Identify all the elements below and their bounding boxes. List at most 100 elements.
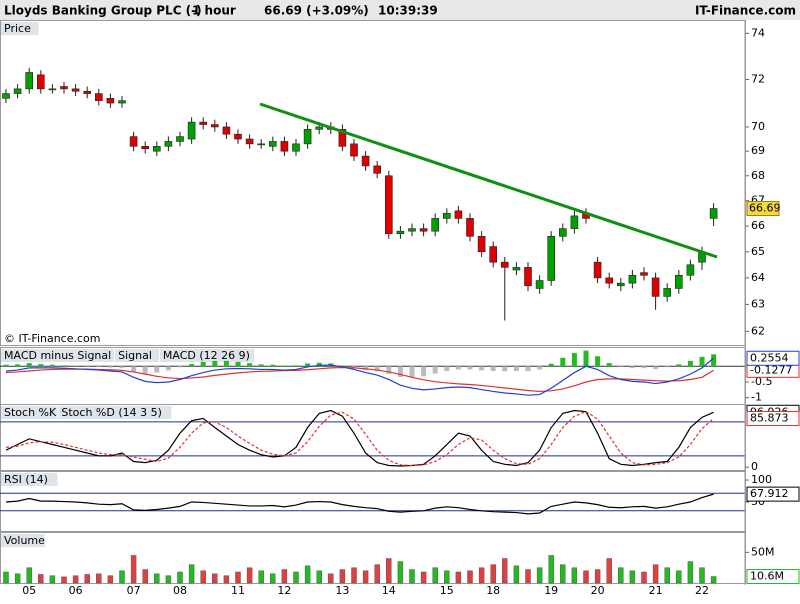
y-tick-label: 63 xyxy=(751,297,765,310)
histogram-bar xyxy=(502,366,507,371)
x-tick-label: 21 xyxy=(649,584,663,597)
candle-body xyxy=(26,72,33,88)
volume-bar xyxy=(595,570,600,583)
histogram-bar xyxy=(62,365,67,366)
histogram-bar xyxy=(444,366,449,371)
volume-bar xyxy=(108,576,113,583)
x-tick-label: 12 xyxy=(277,584,291,597)
last-price-label: 66.69 xyxy=(749,202,781,215)
candle-body xyxy=(617,283,624,286)
candle-body xyxy=(594,262,601,278)
candle-body xyxy=(211,125,218,127)
candle-body xyxy=(420,229,427,232)
candle-body xyxy=(304,129,311,144)
x-tick-label: 06 xyxy=(69,584,83,597)
candle-body xyxy=(606,278,613,283)
legend-label: MACD (12 26 9) xyxy=(163,349,250,362)
legend-label: MACD minus Signal xyxy=(4,349,111,362)
candle-body xyxy=(3,94,10,99)
histogram-bar xyxy=(38,364,43,366)
x-tick-label: 20 xyxy=(591,584,605,597)
candle-body xyxy=(351,144,358,156)
histogram-bar xyxy=(572,353,577,366)
volume-bar xyxy=(236,572,241,583)
volume-bar xyxy=(352,568,357,583)
volume-bar xyxy=(711,577,716,583)
histogram-bar xyxy=(607,363,612,366)
candle-body xyxy=(629,275,636,283)
x-tick-label: 11 xyxy=(231,584,245,597)
volume-bar xyxy=(259,571,264,583)
legend-label: Stoch %D (14 3 5) xyxy=(61,406,162,419)
x-tick-label: 13 xyxy=(335,584,349,597)
volume-bar xyxy=(224,576,229,583)
candle-body xyxy=(119,101,126,103)
quote: 66.69 (+3.09%) xyxy=(264,4,369,18)
candle-body xyxy=(84,91,91,93)
y-tick-label: 70 xyxy=(751,120,765,133)
volume-bar xyxy=(270,574,275,583)
volume-bar xyxy=(549,555,554,583)
candle-body xyxy=(710,209,717,219)
x-tick-label: 05 xyxy=(22,584,36,597)
volume-bar xyxy=(618,568,623,583)
histogram-bar xyxy=(526,366,531,371)
last-value-label: 10.6M xyxy=(750,570,784,583)
candle-body xyxy=(142,146,149,148)
candle-body xyxy=(165,141,172,146)
volume-bar xyxy=(514,566,519,583)
candle-body xyxy=(269,141,276,146)
histogram-bar xyxy=(15,364,20,366)
volume-bar xyxy=(294,572,299,583)
volume-bar xyxy=(700,568,705,583)
candle-body xyxy=(652,278,659,297)
histogram-bar xyxy=(468,366,473,369)
histogram-bar xyxy=(676,364,681,366)
candle-body xyxy=(188,122,195,139)
histogram-bar xyxy=(560,358,565,366)
volume-bar xyxy=(363,571,368,583)
volume-bar xyxy=(96,574,101,583)
panel xyxy=(1,472,746,532)
volume-bar xyxy=(62,577,67,583)
histogram-bar xyxy=(584,351,589,367)
panel xyxy=(1,21,746,346)
instrument-title: Lloyds Banking Group PLC (-) xyxy=(4,4,202,18)
histogram-bar xyxy=(166,366,171,370)
candle-body xyxy=(525,267,532,285)
volume-bar xyxy=(502,559,507,584)
histogram-bar xyxy=(653,366,658,369)
volume-bar xyxy=(375,565,380,583)
volume-bar xyxy=(201,571,206,583)
candle-body xyxy=(258,144,265,145)
candle-body xyxy=(490,247,497,263)
histogram-bar xyxy=(224,361,229,366)
last-value-label: 0.2554 xyxy=(750,351,789,364)
candle-body xyxy=(293,144,300,151)
volume-bar xyxy=(688,562,693,583)
volume-bar xyxy=(305,566,310,583)
volume-bar xyxy=(607,559,612,584)
candle-body xyxy=(281,141,288,151)
volume-bar xyxy=(433,568,438,583)
x-tick-label: 08 xyxy=(173,584,187,597)
candle-body xyxy=(443,213,450,218)
volume-bar xyxy=(572,568,577,583)
legend-label: Stoch %K xyxy=(4,406,57,419)
y-tick-label: 65 xyxy=(751,245,765,258)
credit: © IT-Finance.com xyxy=(4,332,101,345)
volume-bar xyxy=(317,571,322,583)
volume-bar xyxy=(27,568,32,583)
volume-bar xyxy=(328,574,333,583)
candle-body xyxy=(513,267,520,270)
histogram-bar xyxy=(595,356,600,366)
candle-body xyxy=(374,166,381,173)
candle-body xyxy=(316,127,323,129)
candle-body xyxy=(153,146,160,151)
interval: 1 hour xyxy=(192,4,236,18)
volume-bar xyxy=(178,572,183,583)
candle-body xyxy=(559,229,566,237)
volume-bar xyxy=(526,570,531,583)
